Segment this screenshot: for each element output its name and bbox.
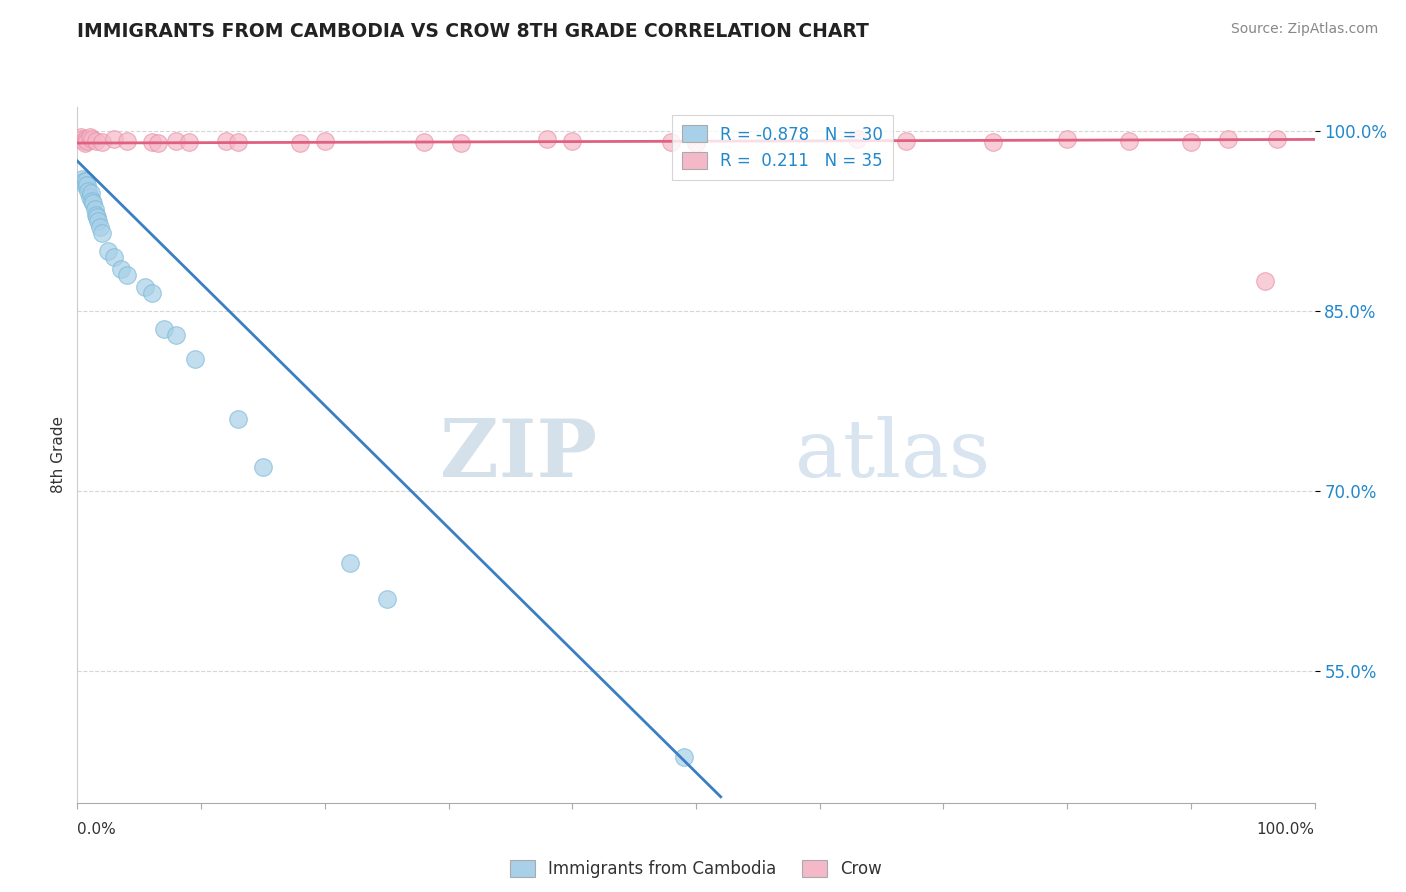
Point — [82, 194, 104, 208]
Point — [981, 135, 1004, 149]
Point — [659, 135, 682, 149]
Point — [1267, 132, 1289, 146]
Point — [91, 135, 114, 149]
Point — [165, 328, 187, 343]
Point — [685, 136, 707, 150]
Point — [73, 178, 96, 192]
Point — [450, 136, 472, 150]
Point — [115, 134, 138, 148]
Point — [70, 130, 93, 145]
Point — [76, 134, 98, 148]
Point — [82, 196, 104, 211]
Point — [226, 412, 249, 426]
Y-axis label: 8th Grade: 8th Grade — [51, 417, 66, 493]
Point — [103, 250, 125, 264]
Point — [165, 134, 187, 148]
Point — [76, 178, 98, 192]
Point — [226, 135, 249, 149]
Point — [84, 208, 107, 222]
Point — [110, 262, 132, 277]
Point — [89, 219, 111, 234]
Point — [288, 136, 311, 150]
Point — [845, 132, 868, 146]
Point — [72, 134, 94, 148]
Point — [1216, 132, 1239, 146]
Point — [97, 244, 120, 258]
Point — [103, 132, 125, 146]
Point — [72, 172, 94, 186]
Point — [79, 130, 101, 145]
Point — [536, 132, 558, 146]
Point — [87, 214, 110, 228]
Point — [80, 186, 103, 201]
Point — [73, 136, 96, 150]
Point — [146, 136, 169, 150]
Point — [314, 134, 336, 148]
Point — [184, 351, 207, 366]
Point — [672, 750, 695, 764]
Text: atlas: atlas — [794, 416, 990, 494]
Point — [86, 211, 108, 225]
Point — [75, 132, 97, 146]
Text: 0.0%: 0.0% — [77, 822, 117, 837]
Point — [896, 134, 918, 148]
Point — [79, 190, 101, 204]
Point — [72, 132, 94, 146]
Text: ZIP: ZIP — [440, 416, 598, 494]
Point — [252, 459, 274, 474]
Point — [77, 184, 100, 198]
Point — [561, 134, 583, 148]
Point — [215, 134, 238, 148]
Point — [153, 322, 176, 336]
Point — [375, 591, 398, 606]
Legend: Immigrants from Cambodia, Crow: Immigrants from Cambodia, Crow — [503, 854, 889, 885]
Point — [1180, 135, 1202, 149]
Point — [339, 556, 361, 570]
Point — [141, 135, 163, 149]
Point — [177, 135, 200, 149]
Point — [412, 135, 434, 149]
Point — [1118, 134, 1140, 148]
Point — [82, 132, 104, 146]
Point — [72, 174, 94, 188]
Point — [83, 202, 105, 216]
Text: 100.0%: 100.0% — [1257, 822, 1315, 837]
Text: IMMIGRANTS FROM CAMBODIA VS CROW 8TH GRADE CORRELATION CHART: IMMIGRANTS FROM CAMBODIA VS CROW 8TH GRA… — [77, 22, 869, 41]
Point — [115, 268, 138, 282]
Point — [141, 285, 163, 300]
Point — [1254, 274, 1277, 288]
Point — [75, 174, 97, 188]
Point — [91, 226, 114, 240]
Point — [134, 280, 156, 294]
Point — [84, 134, 107, 148]
Point — [1056, 132, 1078, 146]
Text: Source: ZipAtlas.com: Source: ZipAtlas.com — [1230, 22, 1378, 37]
